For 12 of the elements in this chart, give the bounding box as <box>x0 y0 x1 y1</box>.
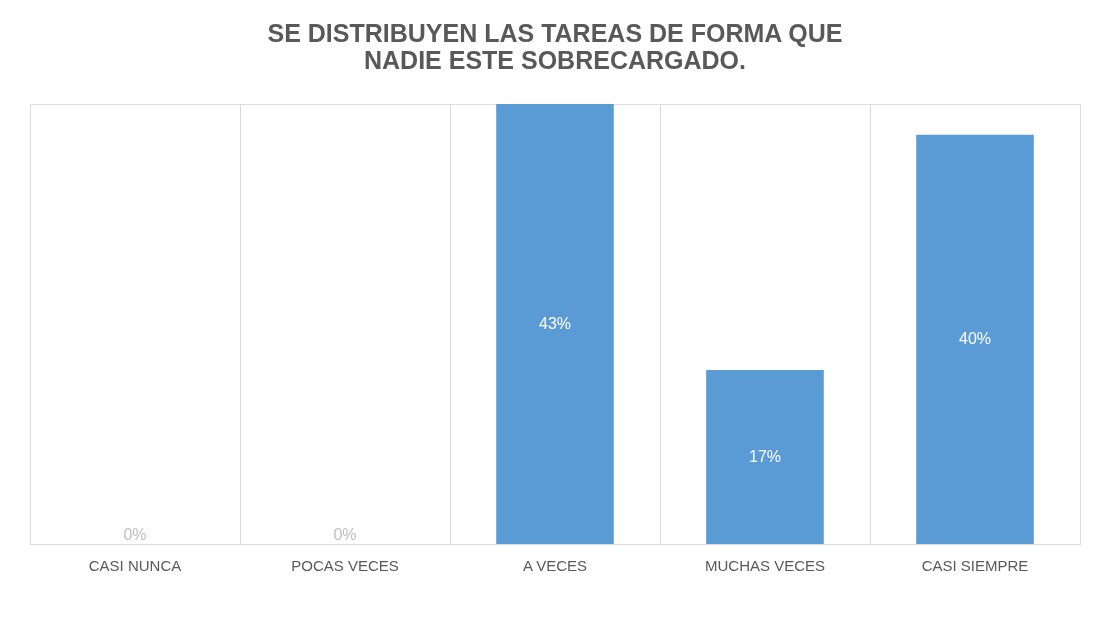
data-label: 17% <box>748 448 782 466</box>
x-tick-label: POCAS VECES <box>291 556 399 574</box>
x-tick-label: CASI NUNCA <box>88 556 182 574</box>
text: SE DISTRIBUYEN LAS TAREAS DE FORMA QUE <box>267 19 843 47</box>
data-label: 43% <box>538 315 572 332</box>
data-label: 0% <box>123 526 147 544</box>
x-tick-label: CASI SIEMPRE <box>921 556 1029 574</box>
x-tick-label: A VECES <box>522 556 588 574</box>
data-label: 0% <box>333 526 357 544</box>
x-tick-label: MUCHAS VECES <box>704 556 826 574</box>
data-label: 40% <box>958 330 992 348</box>
text: NADIE ESTE SOBRECARGADO. <box>364 46 746 74</box>
